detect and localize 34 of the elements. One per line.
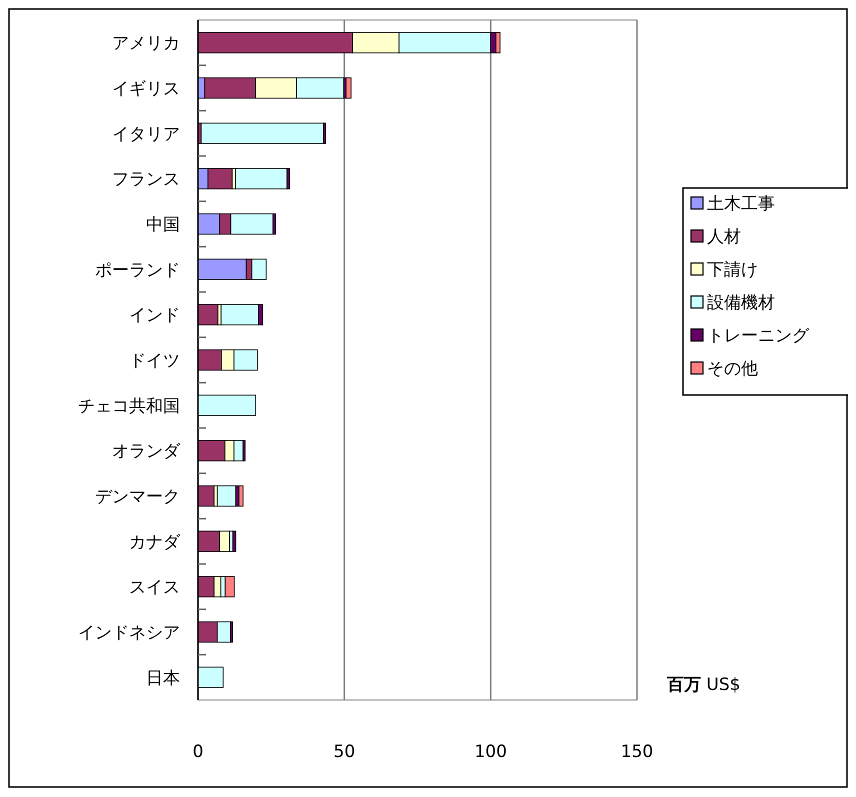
y-tick-label: 日本 (146, 668, 180, 688)
x-tick-label: 50 (334, 742, 356, 762)
y-tick-label: ドイツ (129, 350, 180, 371)
y-tick-label: デンマーク (95, 486, 180, 507)
bar (232, 530, 236, 552)
y-tick-label: ポーランド (95, 260, 180, 280)
legend-label: 下請け (707, 260, 758, 280)
y-tick-label: インド (129, 306, 180, 326)
legend-label: トレーニング (707, 326, 810, 346)
bar (200, 122, 324, 144)
y-tick-label: フランス (112, 170, 180, 190)
y-tick-label: オランダ (112, 442, 181, 462)
legend-label: 設備機材 (707, 292, 775, 313)
bar (220, 304, 259, 326)
x-tick-label: 100 (474, 742, 507, 762)
bar (346, 77, 352, 99)
legend-label: その他 (707, 358, 758, 379)
y-tick-label: カナダ (129, 532, 181, 552)
bar (216, 485, 236, 507)
legend-label: 人材 (707, 226, 741, 247)
y-tick-label: インドネシア (78, 622, 180, 643)
y-tick-label: イギリス (112, 78, 180, 99)
bar (224, 576, 235, 598)
y-tick-label: 中国 (146, 214, 180, 235)
y-tick-label: チェコ共和国 (78, 396, 180, 416)
y-tick-label: スイス (129, 578, 180, 598)
x-tick-label: 0 (192, 742, 204, 762)
y-tick-label: イタリア (112, 124, 180, 144)
y-tick-label: アメリカ (112, 34, 180, 54)
x-tick-label: 150 (620, 742, 654, 762)
x-axis-title: 百万 US$ (666, 674, 740, 695)
legend-label: 土木工事 (707, 194, 775, 214)
bar (235, 168, 288, 190)
bar (238, 485, 244, 507)
